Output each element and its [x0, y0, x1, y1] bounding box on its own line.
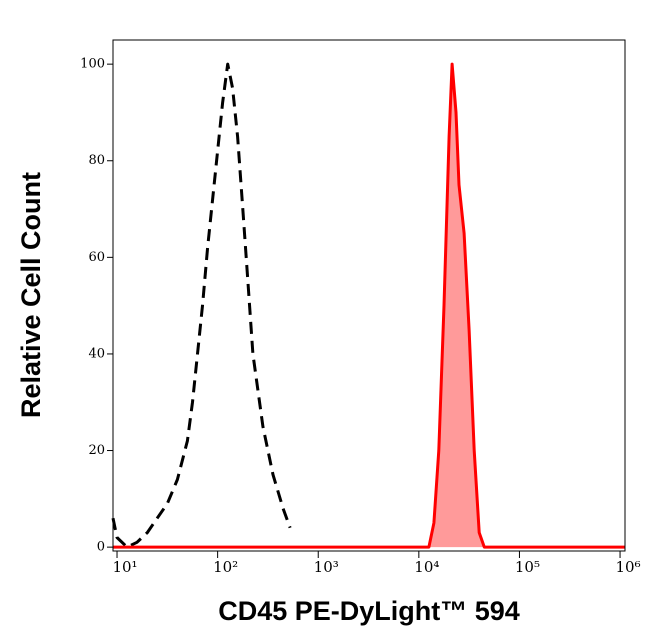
plot-frame	[112, 39, 626, 552]
x-tick-label: 10³	[314, 558, 339, 576]
y-axis-title: Relative Cell Count	[16, 172, 46, 418]
x-tick-label: 10¹	[112, 558, 137, 576]
y-tick-label: 20	[88, 443, 105, 458]
x-tick-label: 10⁶	[615, 558, 640, 576]
x-tick-label: 10²	[213, 558, 238, 576]
y-tick-label: 40	[88, 346, 105, 361]
y-tick-label: 100	[80, 57, 105, 72]
y-tick-label: 80	[88, 153, 105, 168]
line	[113, 62, 625, 549]
y-tick-label: 0	[97, 540, 105, 555]
y-tick-label: 60	[88, 250, 105, 265]
x-axis-title: CD45 PE-DyLight™ 594	[218, 596, 520, 626]
area	[113, 64, 625, 548]
x-tick-label: 10⁴	[414, 558, 439, 576]
line	[111, 62, 292, 549]
x-tick-label: 10⁵	[515, 558, 540, 576]
